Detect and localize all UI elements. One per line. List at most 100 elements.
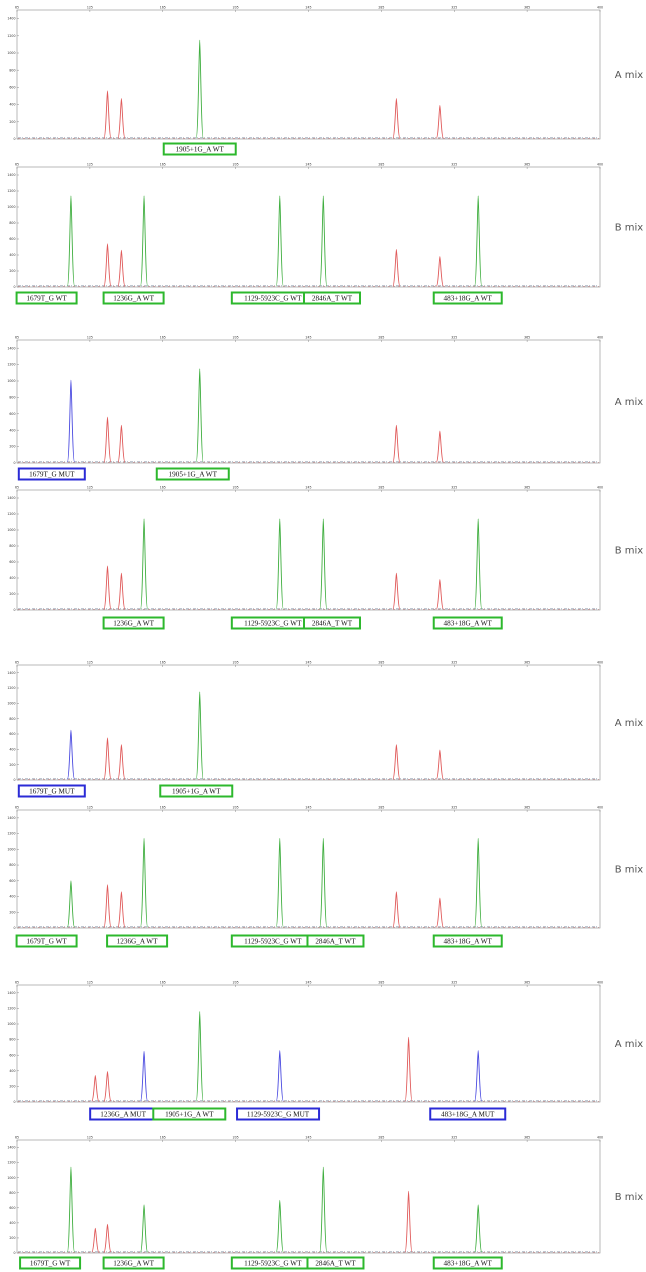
x-tick-label: 325 (451, 1136, 457, 1140)
peak-red (103, 90, 112, 139)
peak-red (103, 1223, 112, 1253)
peak-red (103, 565, 112, 610)
label-box-frame (432, 291, 503, 305)
x-tick-label: 285 (378, 336, 384, 340)
y-tick-label: 1200 (7, 686, 15, 690)
peak-red (103, 1071, 112, 1102)
x-tick-label: 245 (305, 486, 311, 490)
mut-label-box: 483+18G_A MUT (429, 1107, 507, 1121)
x-tick-label: 125 (87, 336, 93, 340)
label-box-text: 2846A_T WT (312, 295, 353, 303)
peak-blue (66, 729, 75, 780)
label-box-frame (429, 1107, 507, 1121)
y-tick-label: 0 (13, 1251, 15, 1255)
wt-label-box: 1129-5923C_G WT (230, 616, 315, 630)
label-box-text: 2846A_T WT (312, 620, 353, 628)
y-tick-label: 200 (9, 910, 15, 914)
x-tick-label: 365 (524, 661, 530, 665)
y-tick-label: 0 (13, 608, 15, 612)
y-tick-label: 400 (9, 1069, 15, 1073)
label-box-text: 483+18G_A MUT (441, 1111, 495, 1119)
electropherogram-panel: 65 125 165 205 245 285 325 365 400 0 200 400 600 800 1… (7, 163, 643, 305)
x-tick-label: 125 (87, 806, 93, 810)
label-box-frame (159, 784, 234, 798)
mut-label-box: 1679T_G MUT (17, 467, 86, 481)
label-box-text: 1905+1G_A WT (176, 146, 225, 154)
y-tick-label: 400 (9, 103, 15, 107)
y-tick-label: 1400 (7, 346, 15, 350)
x-tick-label: 205 (233, 1136, 239, 1140)
peak-green (195, 1011, 204, 1102)
y-tick-label: 1200 (7, 363, 15, 367)
peak-blue (66, 379, 75, 463)
x-tick-label: 400 (597, 336, 603, 340)
x-tick-label: 205 (233, 336, 239, 340)
x-tick-label: 165 (160, 806, 166, 810)
x-tick-label: 325 (451, 163, 457, 167)
y-tick-label: 200 (9, 269, 15, 273)
peak-green (140, 195, 149, 287)
y-tick-label: 1000 (7, 1176, 15, 1180)
mix-label: B mix (615, 865, 644, 876)
x-tick-label: 325 (451, 336, 457, 340)
y-tick-label: 600 (9, 879, 15, 883)
label-box-text: 1236G_A WT (113, 620, 154, 628)
x-tick-label: 365 (524, 336, 530, 340)
peak-red (103, 884, 112, 928)
mut-label-box: 1679T_G MUT (17, 784, 86, 798)
x-tick-label: 285 (378, 486, 384, 490)
y-tick-label: 800 (9, 544, 15, 548)
label-box-frame (102, 1256, 165, 1270)
peak-red (435, 105, 444, 139)
wt-label-box: 1679T_G WT (19, 1256, 82, 1270)
x-tick-label: 205 (233, 163, 239, 167)
x-tick-label: 400 (597, 6, 603, 10)
label-box-text: 1679T_G WT (26, 295, 67, 303)
y-tick-label: 400 (9, 428, 15, 432)
x-tick-label: 245 (305, 661, 311, 665)
peak-green (275, 518, 284, 610)
x-tick-label: 400 (597, 806, 603, 810)
y-tick-label: 200 (9, 763, 15, 767)
x-tick-label: 65 (15, 336, 19, 340)
label-box-text: 1129-5923C_G WT (244, 938, 302, 946)
x-tick-label: 65 (15, 6, 19, 10)
plot-frame (16, 1139, 601, 1254)
peak-red (435, 579, 444, 610)
electropherogram-panel: 65 125 165 205 245 285 325 365 400 0 200 400 600 800 1… (7, 486, 643, 630)
y-tick-label: 800 (9, 1191, 15, 1195)
y-tick-label: 1000 (7, 51, 15, 55)
peak-red (117, 424, 126, 463)
label-box-frame (306, 1256, 365, 1270)
y-tick-label: 400 (9, 576, 15, 580)
wt-label-box: 2846A_T WT (306, 1256, 365, 1270)
peak-red (392, 248, 401, 287)
x-tick-label: 125 (87, 6, 93, 10)
peak-red (91, 1075, 100, 1102)
wt-label-box: 1236G_A WT (102, 1256, 165, 1270)
peak-red (392, 744, 401, 780)
wt-label-box: 1905+1G_A WT (159, 784, 234, 798)
x-tick-label: 365 (524, 806, 530, 810)
peak-red (392, 98, 401, 139)
peak-green (275, 837, 284, 928)
x-tick-label: 205 (233, 981, 239, 985)
peak-red (103, 416, 112, 463)
wt-label-box: 1679T_G WT (15, 934, 78, 948)
plot-frame (16, 489, 601, 611)
x-tick-label: 365 (524, 486, 530, 490)
label-box-frame (432, 934, 503, 948)
y-tick-label: 800 (9, 863, 15, 867)
y-tick-label: 1400 (7, 816, 15, 820)
peak-red (117, 98, 126, 139)
y-tick-label: 1400 (7, 991, 15, 995)
electropherogram-panel: 65 125 165 205 245 285 325 365 400 0 200 400 600 800 1… (7, 6, 643, 156)
x-tick-label: 325 (451, 806, 457, 810)
y-tick-label: 600 (9, 1206, 15, 1210)
label-box-text: 1236G_A MUT (100, 1111, 146, 1119)
peak-green (195, 39, 204, 139)
x-tick-label: 165 (160, 1136, 166, 1140)
y-tick-label: 1200 (7, 512, 15, 516)
y-tick-label: 0 (13, 1100, 15, 1104)
label-box-frame (302, 616, 361, 630)
